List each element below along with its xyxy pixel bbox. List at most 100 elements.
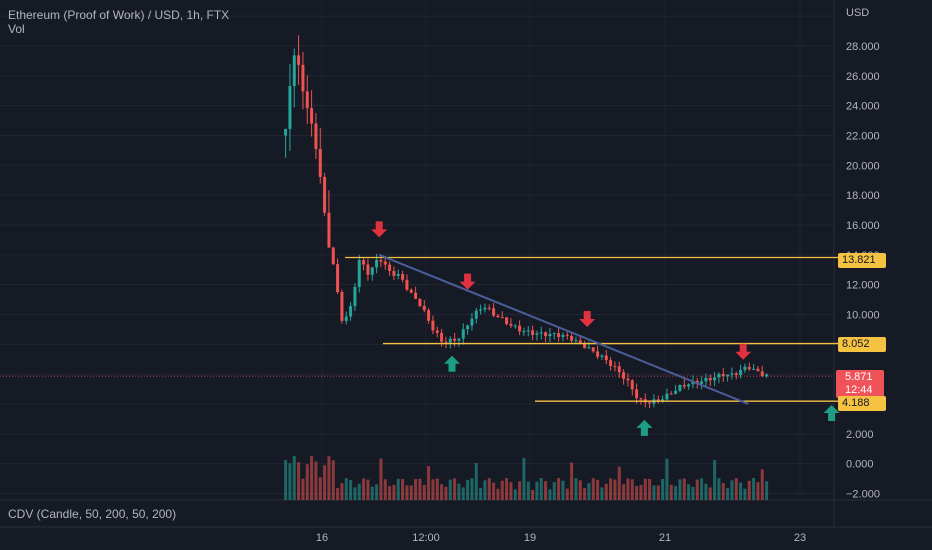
arrow-down-icon[interactable] — [371, 221, 388, 238]
volume-bar — [652, 485, 656, 500]
volume-bar — [596, 479, 600, 500]
volume-bar — [721, 483, 725, 500]
candle-body — [370, 267, 374, 275]
candle-body — [557, 333, 561, 337]
volume-bar — [344, 478, 348, 500]
price-tick-label: 24.000 — [846, 101, 880, 113]
volume-bar — [496, 488, 500, 500]
volume-bar — [578, 480, 582, 500]
volume-bar — [318, 477, 322, 500]
candle-body — [730, 373, 734, 375]
volume-bar — [544, 481, 548, 500]
volume-bar — [336, 488, 340, 500]
arrow-annotations[interactable] — [371, 221, 840, 436]
candle-body — [743, 366, 747, 370]
volume-bar — [461, 487, 465, 500]
candle-body — [344, 316, 348, 321]
candle-body — [721, 374, 725, 377]
volume-bar — [617, 466, 621, 500]
candle-body — [756, 368, 760, 372]
candle-body — [457, 338, 461, 341]
volume-legend[interactable]: Vol — [8, 22, 25, 36]
volume-bar — [713, 459, 717, 500]
volume-bar — [687, 484, 691, 500]
volume-bar — [310, 456, 314, 500]
volume-bar — [552, 482, 556, 500]
candle-body — [535, 333, 539, 335]
candle-body — [366, 264, 370, 275]
candle-body — [717, 374, 721, 378]
price-axis[interactable]: 28.000 26.000 24.000 22.000 20.000 18.000 16.0… — [846, 41, 880, 501]
volume-bar — [505, 478, 509, 500]
volume-bar — [643, 478, 647, 500]
candle-body — [531, 330, 535, 335]
volume-bar — [674, 486, 678, 500]
candle-body — [431, 320, 435, 331]
indicator-label[interactable]: CDV (Candle, 50, 200, 50, 200) — [8, 507, 177, 521]
volume-bar — [695, 479, 699, 500]
candle-body — [392, 270, 396, 276]
candle-body — [401, 273, 405, 280]
trendline-line[interactable] — [378, 253, 749, 405]
candle-body — [500, 317, 504, 319]
candle-body — [561, 334, 565, 337]
time-tick-label: 23 — [794, 532, 806, 544]
candle-body — [422, 306, 426, 311]
time-axis[interactable]: 16 12:00 19 21 23 — [316, 532, 806, 544]
candle-body — [539, 332, 543, 334]
volume-bar — [366, 479, 370, 500]
volume-bar — [396, 478, 400, 500]
volume-bar — [444, 486, 448, 500]
candle-body — [453, 338, 457, 341]
candle-body — [544, 332, 548, 337]
volume-bar — [414, 479, 418, 500]
volume-bar — [418, 478, 422, 500]
arrow-down-icon[interactable] — [459, 273, 476, 290]
volume-bar — [522, 458, 526, 500]
candle-body — [418, 298, 422, 307]
candle-body — [349, 306, 353, 317]
candle-body — [765, 374, 769, 377]
arrow-down-icon[interactable] — [579, 310, 596, 327]
symbol-title[interactable]: Ethereum (Proof of Work) / USD, 1h, FTX — [8, 8, 230, 22]
horizontal-levels[interactable] — [345, 256, 838, 402]
time-tick-label: 16 — [316, 532, 328, 544]
arrow-up-icon[interactable] — [444, 355, 460, 372]
volume-bar — [669, 484, 673, 500]
candle-body — [479, 309, 483, 311]
volume-bar — [730, 480, 734, 500]
volume-bar — [314, 461, 318, 500]
volume-bar — [678, 479, 682, 500]
volume-bar — [305, 464, 309, 500]
arrow-down-icon[interactable] — [735, 343, 752, 360]
price-tick-label: −2.000 — [846, 489, 880, 501]
volume-bar — [370, 486, 374, 500]
candle-body — [487, 307, 491, 309]
candle-body — [604, 355, 608, 361]
volume-bar — [492, 482, 496, 500]
candle-body — [414, 292, 418, 299]
volume-bar — [362, 478, 366, 500]
arrow-up-icon[interactable] — [636, 419, 653, 436]
volume-bar — [526, 481, 530, 500]
volume-bar — [539, 478, 543, 500]
candle-countdown: 12:44 — [845, 384, 873, 396]
arrow-up-icon[interactable] — [823, 404, 840, 421]
volume-bar — [440, 484, 444, 500]
candle-body — [340, 292, 344, 321]
candle-body — [713, 377, 717, 381]
candles — [284, 35, 769, 408]
trendline[interactable] — [378, 253, 749, 405]
candle-body — [396, 273, 400, 276]
volume-bar — [765, 481, 769, 500]
volume-bar — [613, 479, 617, 500]
volume-bar — [487, 478, 491, 500]
volume-bar — [327, 456, 331, 500]
volume-bar — [726, 488, 730, 500]
candle-body — [548, 333, 552, 337]
volume-bar — [470, 478, 474, 500]
candle-body — [656, 399, 660, 401]
volume-bar — [756, 482, 760, 500]
candle-body — [609, 360, 613, 367]
